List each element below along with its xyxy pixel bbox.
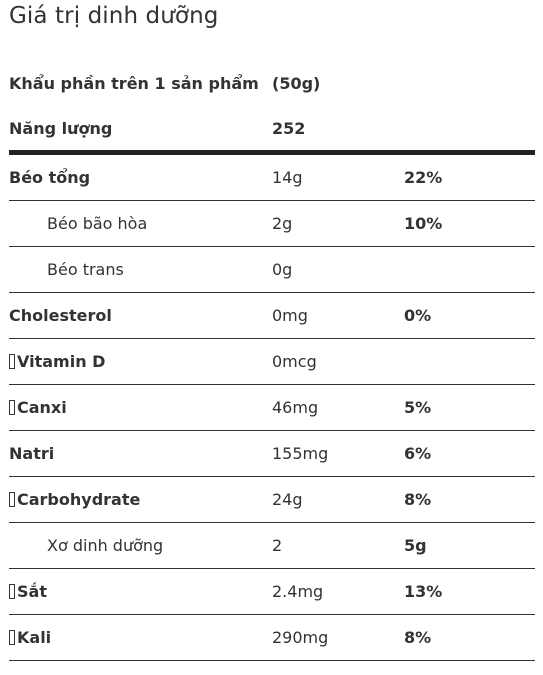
table-row: Sắt 2.4mg 13% — [9, 569, 535, 615]
nutrient-amount: 0mcg — [272, 352, 317, 371]
nutrient-name-text: Kali — [17, 628, 52, 647]
nutrient-amount: 2.4mg — [272, 582, 324, 601]
table-row: Canxi 46mg 5% — [9, 385, 535, 431]
serving-row: Khẩu phần trên 1 sản phẩm (50g) — [9, 60, 535, 106]
table-row: Cholesterol 0mg 0% — [9, 293, 535, 339]
nutrient-name-text: Carbohydrate — [17, 490, 141, 509]
nutrient-name-text: Béo tổng — [9, 168, 91, 187]
nutrient-name: Natri — [9, 444, 272, 463]
nutrient-daily-value: 6% — [404, 444, 432, 463]
nutrient-amount: 2 — [272, 536, 283, 555]
missing-glyph-icon — [9, 492, 15, 507]
energy-label: Năng lượng — [9, 118, 113, 138]
nutrient-amount: 0g — [272, 260, 293, 279]
nutrient-name: Béo tổng — [9, 168, 272, 187]
missing-glyph-icon — [9, 630, 15, 645]
nutrient-name: Béo bão hòa — [9, 214, 272, 233]
nutrient-name: Canxi — [9, 398, 272, 417]
nutrient-amount: 290mg — [272, 628, 329, 647]
nutrient-daily-value: 0% — [404, 306, 432, 325]
nutrient-name: Cholesterol — [9, 306, 272, 325]
nutrient-name: Vitamin D — [9, 352, 272, 371]
nutrient-name: Sắt — [9, 582, 272, 601]
nutrient-amount: 46mg — [272, 398, 319, 417]
nutrient-amount: 0mg — [272, 306, 308, 325]
nutrient-name-text: Xơ dinh dưỡng — [47, 536, 164, 555]
nutrient-amount: 155mg — [272, 444, 329, 463]
nutrient-daily-value: 8% — [404, 490, 432, 509]
nutrient-daily-value: 5% — [404, 398, 432, 417]
missing-glyph-icon — [9, 584, 15, 599]
nutrient-table: Béo tổng 14g 22% Béo bão hòa 2g 10% Béo trans 0… — [9, 155, 535, 661]
nutrient-name: Carbohydrate — [9, 490, 272, 509]
nutrient-daily-value: 22% — [404, 168, 443, 187]
nutrient-name-text: Sắt — [17, 582, 47, 601]
table-row: Béo tổng 14g 22% — [9, 155, 535, 201]
table-row: Carbohydrate 24g 8% — [9, 477, 535, 523]
nutrient-name-text: Canxi — [17, 398, 67, 417]
missing-glyph-icon — [9, 354, 15, 369]
table-row: Béo trans 0g — [9, 247, 535, 293]
table-row: Kali 290mg 8% — [9, 615, 535, 661]
table-row: Xơ dinh dưỡng 2 5g — [9, 523, 535, 569]
nutrient-daily-value: 5g — [404, 536, 427, 555]
serving-label: Khẩu phần trên 1 sản phẩm — [9, 73, 259, 93]
table-row: Natri 155mg 6% — [9, 431, 535, 477]
nutrient-name: Béo trans — [9, 260, 272, 279]
energy-row: Năng lượng 252 — [9, 105, 535, 151]
nutrient-name-text: Béo trans — [47, 260, 124, 279]
serving-value: (50g) — [272, 73, 321, 93]
nutrient-amount: 24g — [272, 490, 303, 509]
nutrient-daily-value: 13% — [404, 582, 443, 601]
nutrient-name: Kali — [9, 628, 272, 647]
nutrient-name-text: Cholesterol — [9, 306, 112, 325]
nutrient-amount: 14g — [272, 168, 303, 187]
nutrient-amount: 2g — [272, 214, 293, 233]
table-row: Béo bão hòa 2g 10% — [9, 201, 535, 247]
nutrient-name: Xơ dinh dưỡng — [9, 536, 272, 555]
nutrient-name-text: Natri — [9, 444, 55, 463]
thick-divider — [9, 150, 535, 155]
nutrient-name-text: Béo bão hòa — [47, 214, 148, 233]
page-title: Giá trị dinh dưỡng — [9, 3, 219, 29]
missing-glyph-icon — [9, 400, 15, 415]
energy-value: 252 — [272, 118, 306, 138]
nutrient-daily-value: 8% — [404, 628, 432, 647]
table-row: Vitamin D 0mcg — [9, 339, 535, 385]
nutrient-name-text: Vitamin D — [17, 352, 106, 371]
nutrient-daily-value: 10% — [404, 214, 443, 233]
